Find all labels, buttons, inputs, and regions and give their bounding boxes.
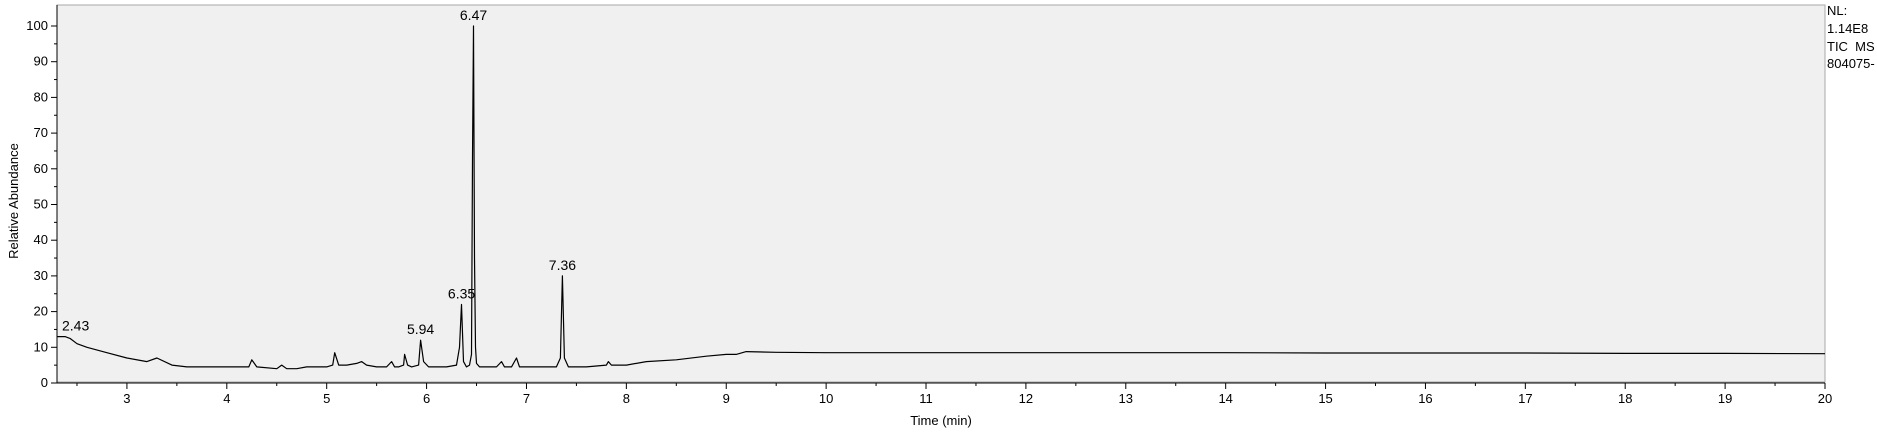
y-axis-title: Relative Abundance <box>6 143 21 259</box>
y-tick-label: 50 <box>34 197 48 212</box>
peak-label: 5.94 <box>407 321 434 337</box>
x-tick-label: 11 <box>919 391 933 406</box>
info-line-nl-value: 1.14E8 <box>1827 21 1868 36</box>
info-line-sample-id: 804075- <box>1827 56 1875 71</box>
x-tick-label: 16 <box>1418 391 1432 406</box>
x-axis-ticks: 3 4 5 6 7 8 9 10 11 12 13 14 15 16 17 18 19 20 <box>76 383 1832 406</box>
peak-label: 7.36 <box>549 257 576 273</box>
y-tick-label: 60 <box>34 161 48 176</box>
plot-background <box>56 4 1826 383</box>
tic-trace <box>57 25 1826 370</box>
x-tick-label: 8 <box>623 391 630 406</box>
y-tick-label: 0 <box>41 375 48 390</box>
x-axis-title: Time (min) <box>910 413 972 428</box>
x-tick-label: 15 <box>1318 391 1332 406</box>
x-tick-label: 7 <box>523 391 530 406</box>
x-tick-label: 14 <box>1218 391 1232 406</box>
y-tick-label: 90 <box>34 54 48 69</box>
y-tick-label: 100 <box>26 18 48 33</box>
x-tick-label: 17 <box>1518 391 1532 406</box>
x-tick-label: 19 <box>1718 391 1732 406</box>
y-axis-ticks: 0 10 20 30 40 50 60 70 80 90 100 <box>26 18 57 390</box>
x-tick-label: 10 <box>819 391 833 406</box>
x-tick-label: 12 <box>1019 391 1033 406</box>
info-line-scan-filter: TIC MS <box>1827 39 1875 54</box>
y-tick-label: 10 <box>34 339 48 354</box>
peak-label: 6.47 <box>460 7 487 23</box>
peak-label: 2.43 <box>62 318 89 334</box>
peak-labels: 2.43 5.94 6.35 6.47 7.36 <box>62 7 576 337</box>
x-tick-label: 3 <box>123 391 130 406</box>
info-line-nl: NL: <box>1827 3 1847 18</box>
x-tick-label: 4 <box>223 391 230 406</box>
y-tick-label: 80 <box>34 89 48 104</box>
x-tick-label: 13 <box>1119 391 1133 406</box>
peak-label: 6.35 <box>448 285 475 301</box>
x-tick-label: 9 <box>723 391 730 406</box>
y-tick-label: 40 <box>34 232 48 247</box>
y-tick-label: 70 <box>34 125 48 140</box>
x-tick-label: 5 <box>323 391 330 406</box>
x-tick-label: 20 <box>1818 391 1832 406</box>
y-tick-label: 30 <box>34 268 48 283</box>
x-tick-label: 18 <box>1618 391 1632 406</box>
x-tick-label: 6 <box>423 391 430 406</box>
y-tick-label: 20 <box>34 304 48 319</box>
